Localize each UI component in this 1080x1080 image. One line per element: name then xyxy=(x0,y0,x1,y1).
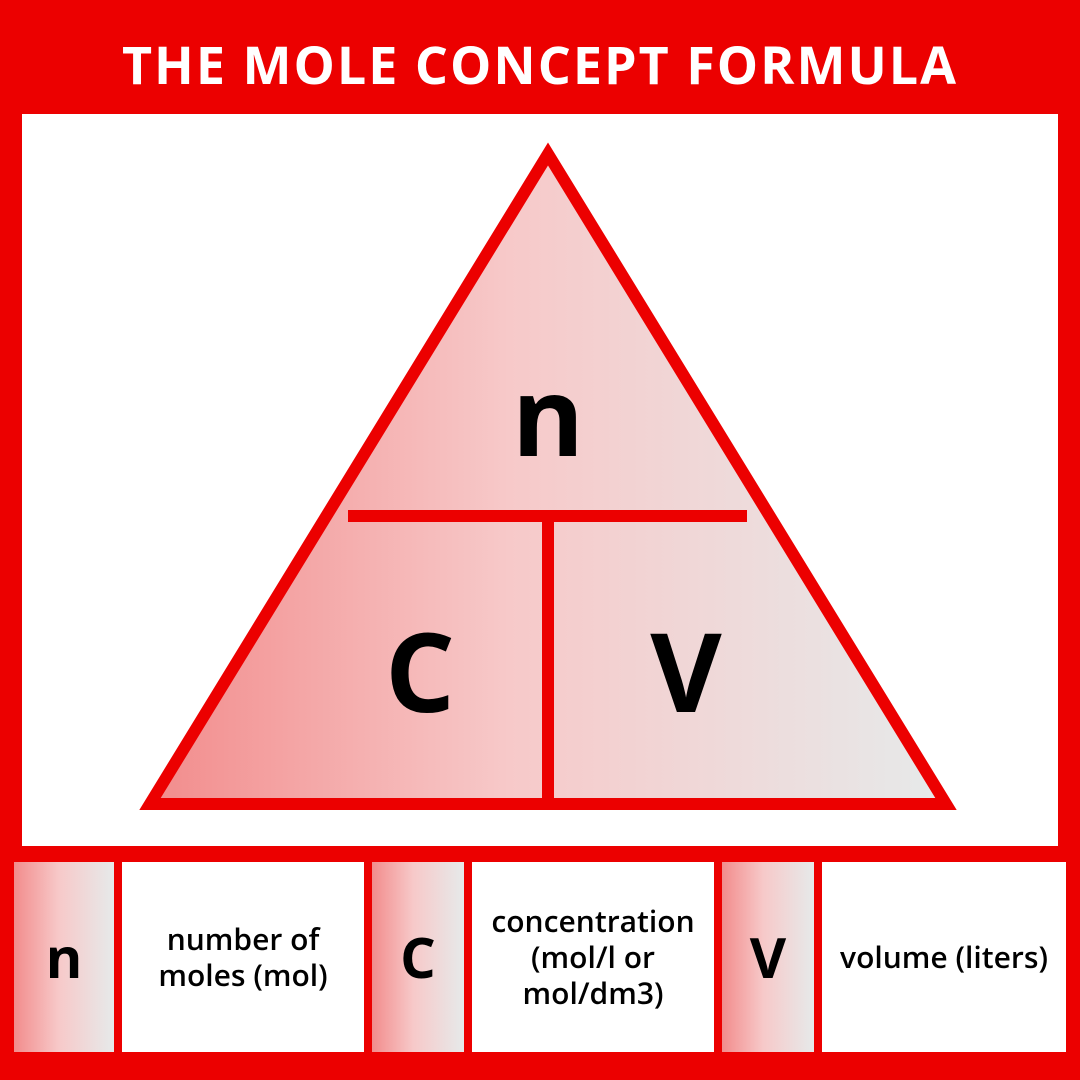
infographic-frame: THE MOLE CONCEPT FORMULA n C V xyxy=(0,0,1080,1080)
title-bar: THE MOLE CONCEPT FORMULA xyxy=(14,14,1066,114)
legend-desc-n: number of moles (mol) xyxy=(114,862,364,1052)
legend-symbol-v: V xyxy=(714,862,814,1052)
triangle-panel: n C V xyxy=(14,114,1066,854)
page-title: THE MOLE CONCEPT FORMULA xyxy=(122,29,958,100)
triangle-label-c: C xyxy=(385,595,455,745)
triangle-label-n: n xyxy=(512,339,584,489)
legend-symbol-n: n xyxy=(14,862,114,1052)
legend-desc-v: volume (liters) xyxy=(814,862,1066,1052)
legend-symbol-c: C xyxy=(364,862,464,1052)
legend-desc-c: concentration (mol/l or mol/dm3) xyxy=(464,862,714,1052)
legend-row: nnumber of moles (mol)Cconcentration (mo… xyxy=(14,854,1066,1052)
triangle-label-v: V xyxy=(650,595,722,745)
